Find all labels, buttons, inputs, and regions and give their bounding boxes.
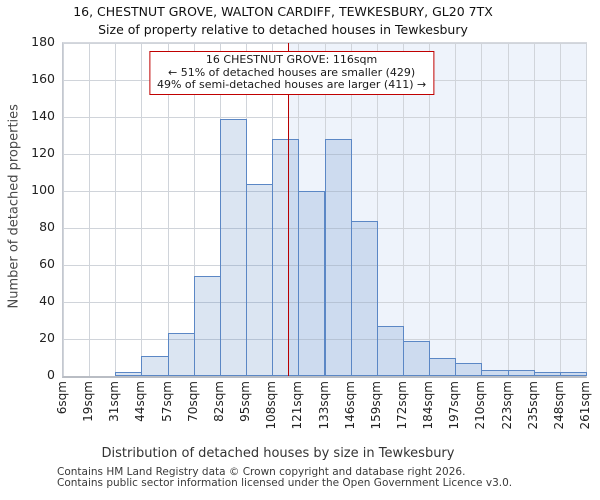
- x-tick-label: 210sqm: [473, 381, 488, 430]
- histogram-bar: [193, 276, 221, 376]
- histogram-bar: [533, 372, 561, 376]
- histogram-bar: [376, 326, 404, 376]
- y-tick-label: 20: [39, 330, 55, 345]
- vertical-gridline: [533, 43, 535, 376]
- y-tick-label: 160: [31, 71, 55, 86]
- x-tick-label: 133sqm: [316, 381, 331, 430]
- annotation-line-2: ← 51% of detached houses are smaller (42…: [167, 65, 416, 79]
- x-tick-label: 70sqm: [185, 381, 200, 422]
- annotation-box: 16 CHESTNUT GROVE: 116sqm ← 51% of detac…: [148, 51, 435, 95]
- y-tick-label: 80: [39, 219, 55, 234]
- vertical-gridline: [141, 43, 143, 376]
- x-tick-label: 223sqm: [499, 381, 514, 430]
- x-tick-label: 95sqm: [238, 381, 253, 422]
- vertical-gridline: [115, 43, 117, 376]
- histogram-bar: [298, 191, 326, 376]
- vertical-gridline: [167, 43, 169, 376]
- x-tick-label: 82sqm: [211, 381, 226, 422]
- histogram-bar: [219, 118, 248, 376]
- x-tick-label: 261sqm: [578, 381, 592, 430]
- chart-title: 16, CHESTNUT GROVE, WALTON CARDIFF, TEWK…: [73, 4, 493, 19]
- chart-subtitle: Size of property relative to detached ho…: [98, 22, 468, 37]
- footer-attribution-line-1: Contains HM Land Registry data © Crown c…: [57, 466, 466, 478]
- y-tick-label: 100: [31, 182, 55, 197]
- right-of-marker-shaded-region: [288, 43, 586, 376]
- histogram-bar: [507, 370, 535, 376]
- x-tick-label: 184sqm: [421, 381, 436, 430]
- histogram-bar: [272, 139, 300, 376]
- footer-attribution-line-2: Contains public sector information licen…: [57, 477, 513, 489]
- histogram-bar: [115, 372, 143, 376]
- annotation-line-3: 49% of semi-detached houses are larger (…: [156, 78, 427, 91]
- x-tick-label: 159sqm: [368, 381, 383, 430]
- x-tick-label: 108sqm: [264, 381, 279, 430]
- x-tick-label: 57sqm: [159, 381, 174, 422]
- histogram-bar: [141, 355, 169, 376]
- annotation-line-1: 16 CHESTNUT GROVE: 116sqm: [205, 53, 378, 66]
- histogram-bar: [402, 340, 431, 376]
- x-axis-label: Distribution of detached houses by size …: [101, 446, 455, 461]
- vertical-gridline: [559, 43, 561, 376]
- plot-area: 16 CHESTNUT GROVE: 116sqm ← 51% of detac…: [62, 42, 587, 378]
- histogram-bar: [559, 372, 587, 376]
- vertical-gridline: [455, 43, 457, 376]
- y-tick-label: 180: [31, 34, 55, 49]
- x-tick-label: 146sqm: [342, 381, 357, 430]
- y-tick-label: 60: [39, 256, 55, 271]
- histogram-bar: [429, 357, 457, 376]
- vertical-gridline: [507, 43, 509, 376]
- y-tick-label: 140: [31, 108, 55, 123]
- vertical-gridline: [63, 43, 64, 376]
- histogram-bar: [455, 363, 483, 376]
- y-tick-label: 0: [47, 367, 55, 382]
- x-tick-label: 235sqm: [525, 381, 540, 430]
- histogram-bar: [350, 220, 378, 376]
- vertical-gridline: [586, 43, 587, 376]
- x-tick-label: 248sqm: [551, 381, 566, 430]
- x-tick-label: 121sqm: [290, 381, 305, 430]
- y-tick-label: 40: [39, 293, 55, 308]
- x-tick-label: 31sqm: [107, 381, 122, 422]
- y-axis-label: Number of detached properties: [6, 104, 22, 309]
- vertical-gridline: [376, 43, 378, 376]
- x-tick-label: 6sqm: [55, 381, 69, 415]
- histogram-bar: [167, 333, 195, 376]
- y-tick-label: 120: [31, 145, 55, 160]
- histogram-bar: [246, 183, 274, 376]
- vertical-gridline: [402, 43, 404, 376]
- x-tick-label: 197sqm: [447, 381, 462, 430]
- vertical-gridline: [429, 43, 431, 376]
- x-tick-label: 44sqm: [133, 381, 148, 422]
- property-size-marker-line: [287, 43, 290, 376]
- histogram-bar: [324, 139, 352, 376]
- vertical-gridline: [89, 43, 91, 376]
- x-tick-label: 19sqm: [81, 381, 96, 422]
- x-tick-label: 172sqm: [394, 381, 409, 430]
- vertical-gridline: [481, 43, 483, 376]
- vertical-gridline: [193, 43, 195, 376]
- histogram-bar: [481, 370, 509, 376]
